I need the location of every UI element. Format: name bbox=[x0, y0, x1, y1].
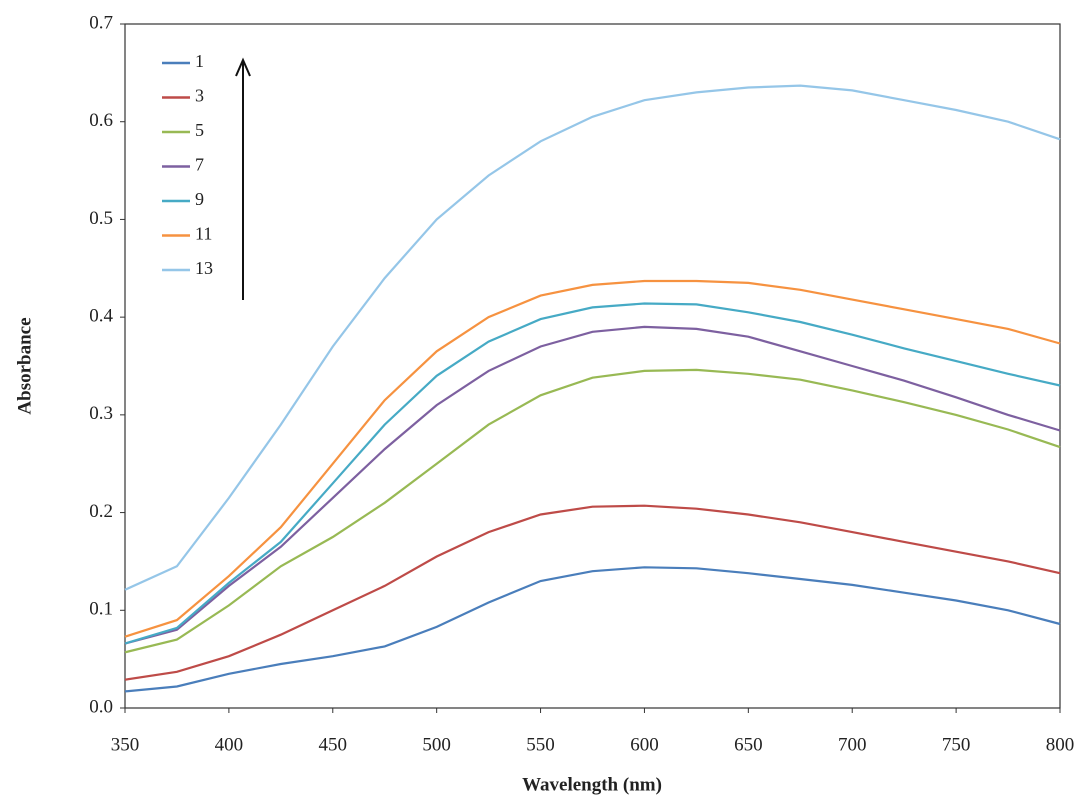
legend-label: 5 bbox=[195, 120, 204, 140]
x-axis-title: Wavelength (nm) bbox=[522, 774, 662, 795]
x-tick-label: 650 bbox=[734, 734, 763, 755]
trend-arrow-head bbox=[235, 57, 251, 77]
y-tick-label: 0.3 bbox=[89, 403, 113, 424]
x-tick-label: 700 bbox=[838, 734, 867, 755]
y-tick-label: 0.5 bbox=[89, 208, 113, 229]
x-tick-label: 550 bbox=[526, 734, 555, 755]
series-line bbox=[124, 504, 1061, 681]
y-axis-title: Absorbance bbox=[14, 317, 35, 414]
y-tick-label: 0.2 bbox=[89, 501, 113, 522]
x-tick-label: 600 bbox=[630, 734, 659, 755]
x-tick-label: 450 bbox=[319, 734, 348, 755]
series-line bbox=[124, 279, 1061, 638]
x-tick-label: 800 bbox=[1046, 734, 1075, 755]
series-line bbox=[124, 302, 1061, 645]
y-tick-label: 0.7 bbox=[89, 12, 113, 33]
legend-label: 11 bbox=[195, 224, 212, 244]
legend-label: 9 bbox=[195, 189, 204, 209]
x-tick-label: 350 bbox=[111, 734, 140, 755]
y-tick-label: 0.0 bbox=[89, 696, 113, 717]
plot-frame bbox=[124, 23, 1061, 709]
series-line bbox=[124, 368, 1061, 654]
series-line bbox=[124, 566, 1061, 693]
x-tick-label: 400 bbox=[215, 734, 244, 755]
x-tick-label: 750 bbox=[942, 734, 971, 755]
x-tick-label: 500 bbox=[422, 734, 451, 755]
legend-label: 3 bbox=[195, 86, 204, 106]
legend-label: 7 bbox=[195, 155, 204, 175]
series-line bbox=[124, 325, 1061, 645]
legend-label: 13 bbox=[195, 258, 213, 278]
series-line bbox=[124, 84, 1061, 591]
y-tick-label: 0.6 bbox=[89, 110, 113, 131]
y-tick-label: 0.4 bbox=[89, 306, 113, 327]
legend-label: 1 bbox=[195, 51, 204, 71]
y-tick-label: 0.1 bbox=[89, 599, 113, 620]
